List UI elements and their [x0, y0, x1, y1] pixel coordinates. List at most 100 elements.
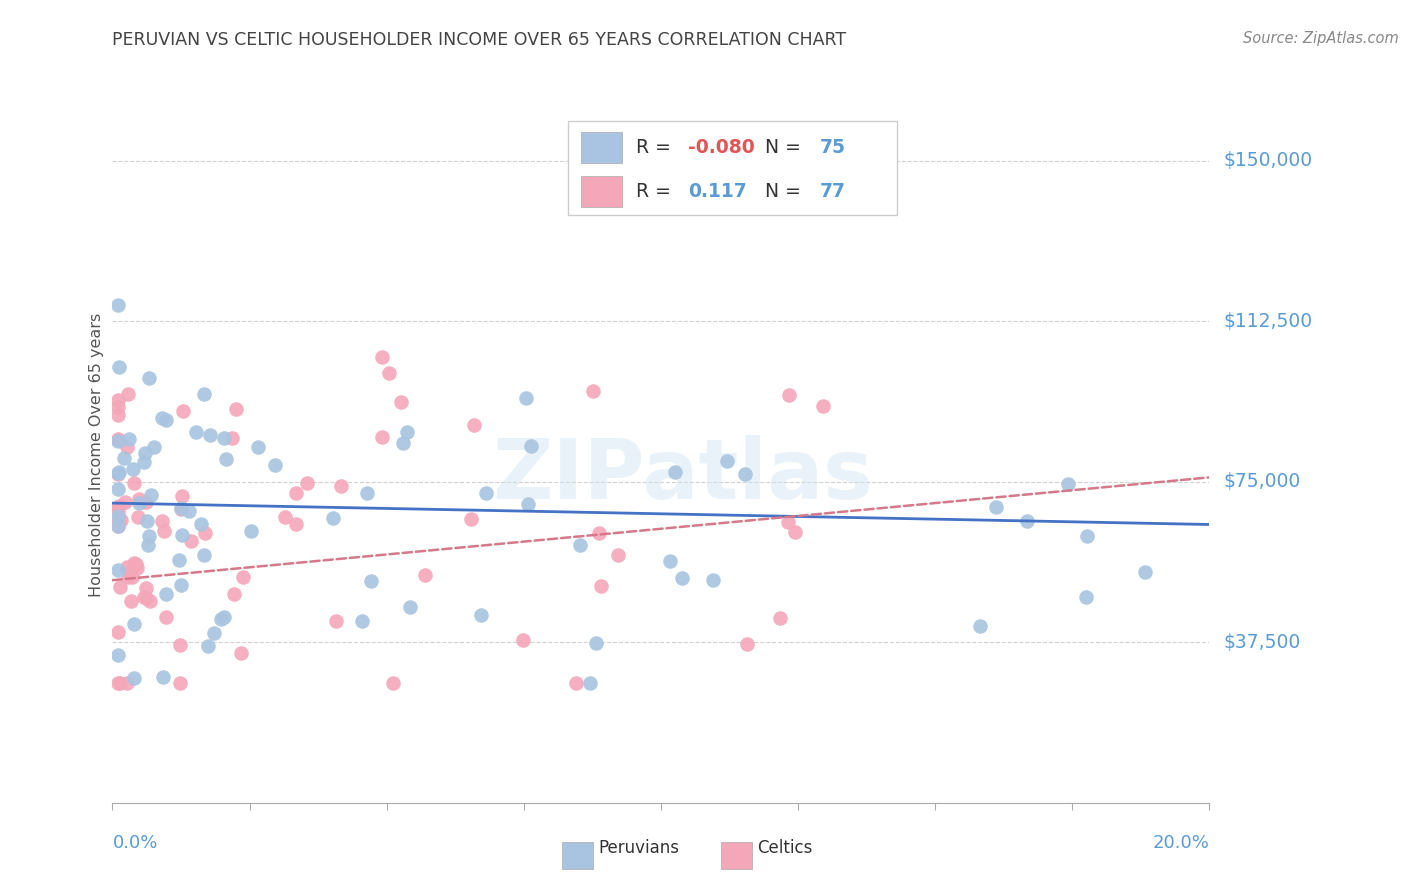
Point	[716, 454, 738, 468]
Point	[170, 578, 193, 592]
Point	[769, 611, 792, 625]
Text: Source: ZipAtlas.com: Source: ZipAtlas.com	[1243, 31, 1399, 46]
Point	[155, 610, 177, 624]
Point	[778, 387, 800, 401]
Point	[811, 399, 834, 413]
Point	[143, 440, 166, 454]
Point	[607, 548, 630, 562]
FancyBboxPatch shape	[581, 132, 623, 163]
Text: Celtics: Celtics	[758, 839, 813, 857]
Point	[295, 476, 318, 491]
Point	[152, 670, 174, 684]
Point	[399, 600, 422, 615]
Point	[122, 672, 145, 686]
Point	[1074, 590, 1097, 604]
Point	[169, 638, 191, 652]
Point	[107, 434, 129, 448]
Point	[135, 591, 157, 605]
Point	[107, 562, 129, 576]
Point	[127, 509, 149, 524]
Point	[190, 517, 212, 532]
Point	[132, 590, 155, 604]
Point	[107, 434, 129, 448]
Point	[569, 538, 592, 552]
Point	[115, 440, 138, 454]
Point	[659, 554, 682, 568]
Point	[169, 502, 191, 516]
Point	[128, 492, 150, 507]
Point	[122, 476, 145, 491]
Point	[107, 625, 129, 640]
Point	[202, 626, 225, 640]
Point	[115, 560, 138, 574]
Point	[117, 570, 139, 584]
Text: 75: 75	[820, 137, 846, 157]
Point	[152, 524, 174, 538]
Point	[197, 639, 219, 653]
Point	[170, 528, 193, 542]
Point	[170, 500, 193, 515]
Point	[135, 581, 157, 595]
Point	[371, 351, 394, 365]
Point	[776, 515, 799, 529]
Text: N =: N =	[765, 137, 807, 157]
FancyBboxPatch shape	[562, 842, 593, 869]
Point	[734, 467, 756, 481]
Point	[118, 566, 141, 580]
Point	[186, 425, 208, 439]
Point	[107, 648, 129, 662]
Point	[463, 417, 485, 432]
Text: Peruvians: Peruvians	[599, 839, 679, 857]
FancyBboxPatch shape	[721, 842, 752, 869]
Point	[132, 454, 155, 468]
Point	[382, 676, 405, 690]
Text: 0.117: 0.117	[689, 182, 747, 201]
Text: ZIPatlas: ZIPatlas	[492, 435, 873, 516]
Point	[350, 614, 373, 628]
Point	[122, 556, 145, 570]
Point	[702, 574, 724, 588]
Point	[664, 465, 686, 479]
Point	[125, 557, 148, 571]
Point	[212, 432, 235, 446]
Point	[120, 594, 142, 608]
Point	[107, 505, 129, 519]
Point	[470, 608, 492, 623]
Point	[155, 413, 177, 427]
Point	[329, 478, 352, 492]
Point	[107, 393, 129, 408]
Point	[118, 432, 141, 446]
Point	[232, 570, 254, 584]
Point	[225, 401, 247, 416]
Point	[413, 568, 436, 582]
Point	[1057, 476, 1080, 491]
Point	[193, 387, 215, 401]
Text: -0.080: -0.080	[689, 137, 755, 157]
Point	[264, 458, 287, 472]
Point	[107, 467, 129, 482]
Point	[578, 676, 600, 690]
Point	[239, 524, 262, 539]
Point	[128, 496, 150, 510]
Point	[516, 498, 538, 512]
Point	[107, 298, 129, 312]
Point	[121, 570, 143, 584]
Point	[110, 513, 132, 527]
Point	[322, 510, 344, 524]
Point	[194, 525, 217, 540]
Point	[246, 441, 269, 455]
Point	[107, 518, 129, 533]
Point	[474, 485, 496, 500]
Point	[588, 526, 610, 541]
Point	[285, 486, 308, 500]
Point	[735, 638, 758, 652]
Point	[107, 467, 129, 481]
Point	[108, 580, 131, 594]
Point	[589, 579, 612, 593]
Point	[112, 451, 135, 466]
Point	[395, 425, 418, 440]
Point	[155, 587, 177, 601]
Text: $37,500: $37,500	[1223, 632, 1301, 652]
Point	[460, 512, 482, 526]
Point	[138, 371, 160, 385]
